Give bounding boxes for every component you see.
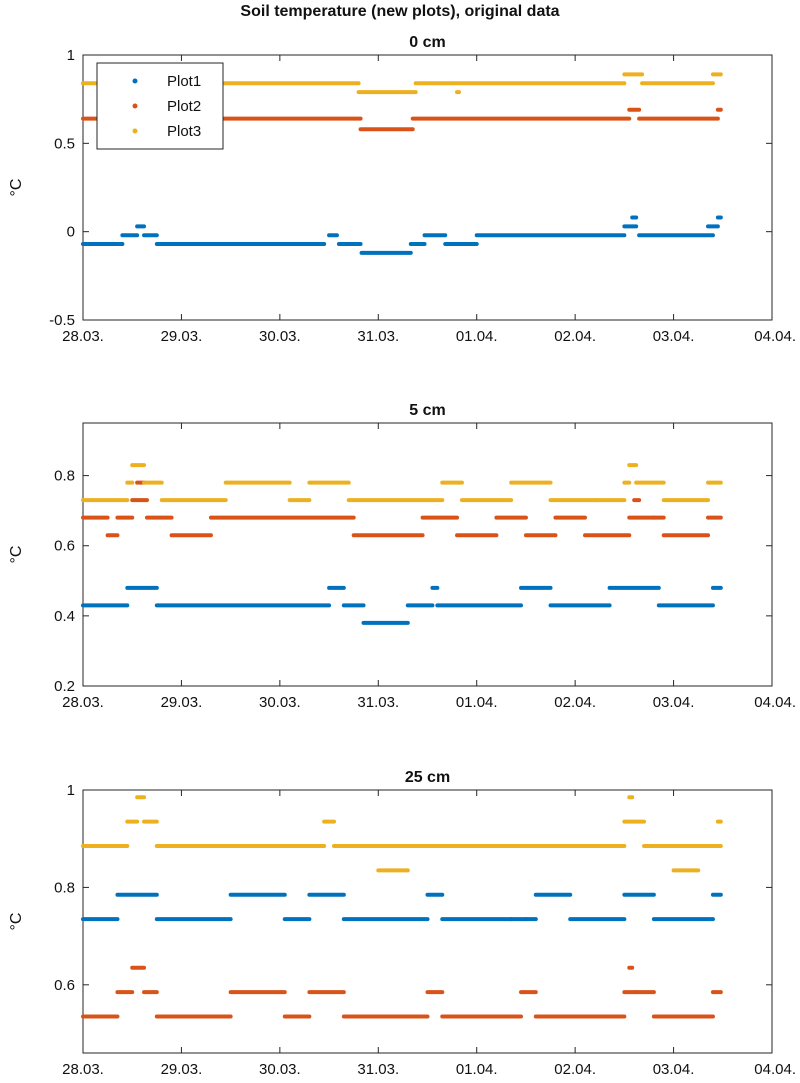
x-tick-label: 29.03.	[161, 694, 203, 711]
x-tick-label: 29.03.	[161, 328, 203, 345]
chart-0: 0 cm °C -0.5 0 0.5 1 28.03. 29.03. 30.03. 31.03. 0…	[8, 34, 796, 345]
y-tick-label: 0.6	[54, 977, 75, 994]
x-tick-label: 01.04.	[456, 1061, 498, 1078]
x-tick-label: 31.03.	[357, 328, 399, 345]
x-tick-label: 03.04.	[653, 328, 695, 345]
y-tick-label: 0.8	[54, 879, 75, 896]
x-tick-label: 30.03.	[259, 1061, 301, 1078]
x-tick-label: 01.04.	[456, 328, 498, 345]
x-tick-label: 04.04.	[754, 694, 796, 711]
chart-title: 5 cm	[409, 402, 445, 419]
x-tick-label: 28.03.	[62, 1061, 104, 1078]
x-tick-label: 02.04.	[554, 694, 596, 711]
x-tick-label: 01.04.	[456, 694, 498, 711]
x-tick-label: 31.03.	[357, 1061, 399, 1078]
figure-suptitle: Soil temperature (new plots), original d…	[240, 3, 560, 20]
y-axis-label: °C	[8, 913, 25, 931]
legend-marker	[132, 78, 138, 84]
y-axis-label: °C	[8, 179, 25, 197]
plot-area	[82, 422, 773, 687]
x-tick-label: 30.03.	[259, 694, 301, 711]
x-tick-label: 28.03.	[62, 328, 104, 345]
y-tick-label: 0.6	[54, 538, 75, 555]
x-tick-label: 31.03.	[357, 694, 399, 711]
y-tick-label: 0.5	[54, 135, 75, 152]
x-tick-label: 30.03.	[259, 328, 301, 345]
legend-label: Plot1	[167, 73, 201, 90]
y-tick-label: 0.8	[54, 468, 75, 485]
x-tick-label: 02.04.	[554, 1061, 596, 1078]
y-tick-label: 1	[67, 782, 75, 799]
y-axis-label: °C	[8, 546, 25, 564]
x-tick-label: 03.04.	[653, 1061, 695, 1078]
chart-title: 0 cm	[409, 34, 445, 51]
chart-2: 25 cm °C 0.6 0.8 1 28.03. 29.03. 30.03. 31.03. 01…	[8, 769, 796, 1078]
y-tick-label: 1	[67, 47, 75, 64]
x-tick-label: 04.04.	[754, 1061, 796, 1078]
series-Plot1	[81, 892, 723, 922]
series-Plot3	[81, 463, 723, 503]
legend-marker	[132, 128, 138, 134]
x-tick-label: 28.03.	[62, 694, 104, 711]
chart-title: 25 cm	[405, 769, 450, 786]
y-tick-label: 0.2	[54, 678, 75, 695]
y-tick-label: 0.4	[54, 608, 75, 625]
legend-label: Plot2	[167, 98, 201, 115]
x-tick-label: 29.03.	[161, 1061, 203, 1078]
x-tick-label: 02.04.	[554, 328, 596, 345]
legend-box	[96, 62, 224, 150]
series-Plot1	[81, 585, 723, 625]
x-tick-label: 03.04.	[653, 694, 695, 711]
legend-marker	[132, 103, 138, 109]
plot-area	[82, 789, 773, 1054]
x-tick-label: 04.04.	[754, 328, 796, 345]
series-Plot2	[81, 965, 723, 1019]
series-Plot1	[81, 215, 723, 255]
series-Plot2	[81, 480, 723, 538]
legend-label: Plot3	[167, 123, 201, 140]
y-tick-label: -0.5	[49, 312, 75, 329]
y-tick-label: 0	[67, 224, 75, 241]
chart-1: 5 cm °C 0.2 0.4 0.6 0.8 28.03. 29.03. 30.03. 31.0…	[8, 402, 796, 711]
series-Plot3	[81, 795, 723, 873]
legend: Plot1 Plot2 Plot3	[96, 62, 224, 150]
